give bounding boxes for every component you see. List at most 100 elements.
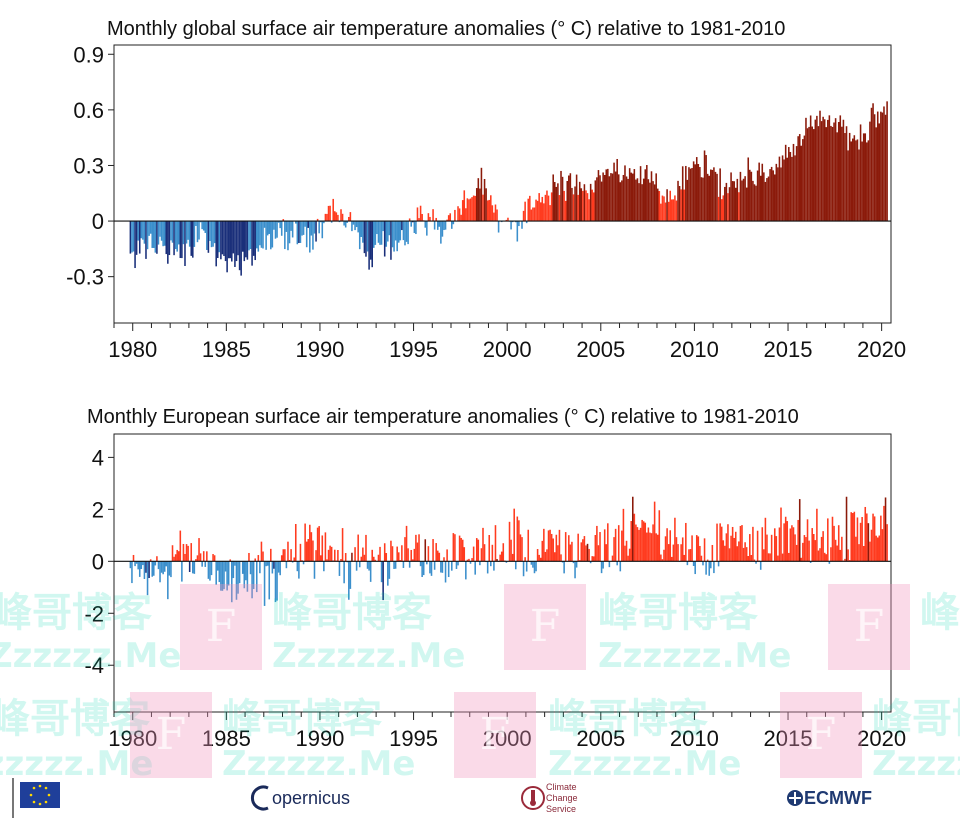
- bar: [288, 221, 291, 244]
- bar: [758, 162, 760, 222]
- bar: [298, 221, 300, 243]
- bar: [187, 221, 189, 240]
- bar: [282, 219, 285, 222]
- bar: [156, 221, 158, 254]
- bar: [479, 561, 481, 566]
- bar: [171, 545, 174, 562]
- bar: [647, 179, 650, 222]
- bar: [878, 535, 881, 562]
- bar: [265, 221, 267, 250]
- bar: [636, 527, 639, 562]
- bar: [299, 543, 302, 562]
- bar: [312, 221, 314, 250]
- bar: [167, 561, 169, 600]
- bar: [348, 561, 350, 600]
- bar: [669, 190, 672, 222]
- bar: [129, 561, 132, 569]
- bar: [828, 115, 831, 222]
- bar: [483, 544, 486, 562]
- bar: [702, 177, 704, 222]
- bar: [465, 208, 467, 222]
- bar: [213, 221, 216, 244]
- bar: [433, 561, 436, 570]
- bar: [851, 138, 854, 222]
- bar: [850, 141, 852, 222]
- bar: [260, 541, 263, 562]
- bar: [617, 525, 620, 562]
- bar: [589, 561, 592, 564]
- copernicus-logo: opernicus: [250, 778, 350, 818]
- bar: [369, 221, 372, 260]
- bar: [193, 221, 196, 247]
- bar: [271, 221, 274, 248]
- bar: [624, 165, 626, 222]
- bar: [823, 119, 826, 222]
- bar: [628, 548, 631, 562]
- bar: [410, 221, 413, 227]
- bar: [238, 561, 241, 584]
- bar: [254, 221, 256, 261]
- bar: [248, 221, 250, 251]
- bar: [778, 156, 781, 222]
- bar: [371, 221, 373, 268]
- bar: [382, 561, 384, 601]
- bar: [820, 121, 823, 222]
- plot-frame: [113, 433, 892, 713]
- bar: [458, 208, 461, 222]
- bar: [830, 125, 832, 222]
- bar: [613, 162, 615, 222]
- bar: [421, 213, 423, 222]
- bar: [564, 532, 567, 562]
- bar: [227, 561, 230, 586]
- watermark-box: F: [780, 692, 862, 778]
- bar: [783, 523, 785, 562]
- bar: [171, 221, 174, 243]
- bar: [864, 133, 867, 222]
- bar: [149, 221, 152, 234]
- bar: [585, 545, 587, 562]
- bar: [876, 537, 879, 562]
- bar: [781, 155, 784, 222]
- bar: [231, 221, 233, 262]
- bar: [547, 530, 550, 562]
- bar: [560, 554, 562, 562]
- bar: [855, 140, 857, 222]
- bar: [330, 546, 333, 562]
- bar: [405, 525, 408, 562]
- bar: [710, 169, 712, 222]
- european-commission-logo: [12, 778, 60, 818]
- bar: [671, 556, 673, 562]
- bar: [836, 132, 838, 222]
- x-tick-label: 2010: [670, 726, 719, 751]
- bar: [408, 218, 411, 222]
- bar: [429, 561, 431, 574]
- bar: [685, 165, 687, 222]
- bar: [315, 550, 317, 562]
- bar: [705, 561, 707, 575]
- bar: [438, 221, 441, 227]
- bar: [560, 170, 562, 222]
- bar: [163, 561, 166, 572]
- bar: [772, 170, 774, 222]
- bar: [190, 221, 193, 256]
- bar: [357, 221, 359, 233]
- bar: [407, 548, 409, 562]
- bar: [405, 221, 408, 242]
- bar: [759, 175, 762, 222]
- bar: [362, 547, 364, 562]
- bar: [157, 221, 160, 245]
- bar: [641, 519, 643, 562]
- x-tick-label: 1990: [295, 726, 344, 751]
- bar: [160, 561, 163, 573]
- bar: [312, 540, 314, 562]
- bar: [454, 209, 456, 222]
- bar: [246, 561, 249, 592]
- bar: [727, 524, 729, 562]
- bar: [388, 561, 391, 579]
- bar: [348, 216, 350, 222]
- bar: [692, 561, 695, 566]
- global-temperature-chart: 0.9 0.6 0.3 0 -0.3 1980 1985 1990 1995 2000 2005 20…: [66, 42, 906, 362]
- bar: [622, 508, 625, 562]
- bar: [391, 546, 394, 562]
- bar: [474, 561, 476, 575]
